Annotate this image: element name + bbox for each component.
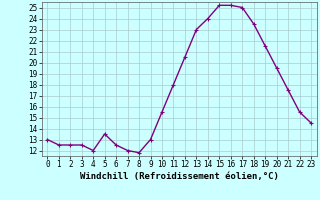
X-axis label: Windchill (Refroidissement éolien,°C): Windchill (Refroidissement éolien,°C) (80, 172, 279, 181)
